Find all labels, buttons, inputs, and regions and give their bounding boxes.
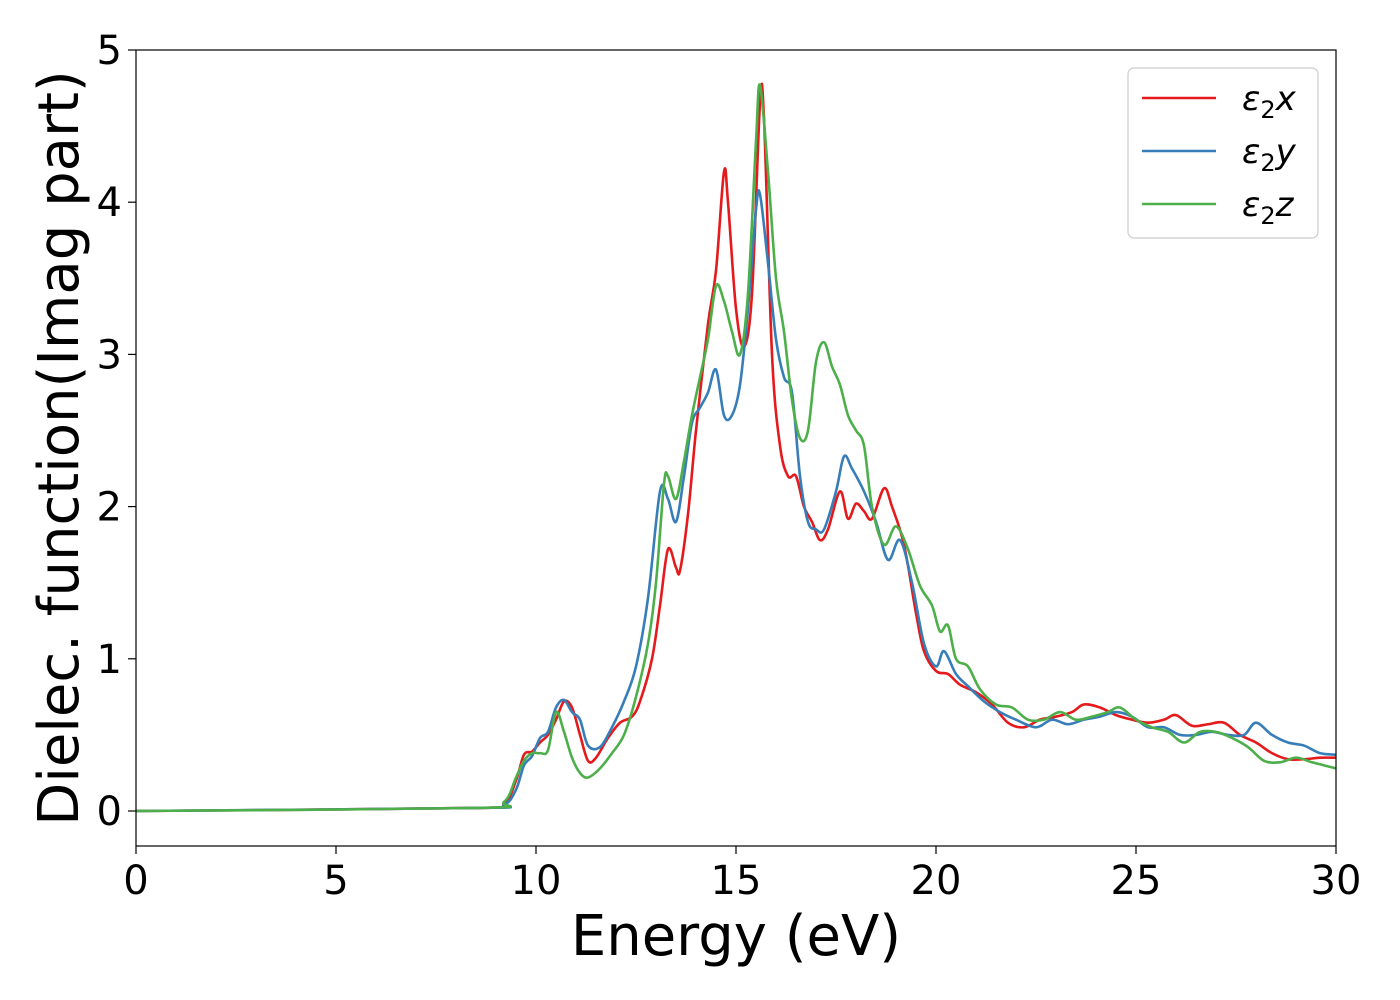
y-tick-label: 5 bbox=[97, 28, 122, 74]
legend-label-sub: 2 bbox=[1260, 149, 1275, 177]
x-tick-label: 30 bbox=[1311, 858, 1362, 904]
y-tick-label: 4 bbox=[97, 180, 122, 226]
legend-label-x: ε2x bbox=[1242, 79, 1297, 124]
legend-label-suffix: z bbox=[1275, 185, 1295, 225]
legend-label-base: ε bbox=[1242, 185, 1260, 225]
legend-label-suffix: x bbox=[1275, 79, 1297, 119]
legend-label-base: ε bbox=[1242, 132, 1260, 172]
x-tick-label: 5 bbox=[323, 858, 348, 904]
x-tick-label: 15 bbox=[711, 858, 762, 904]
x-tick-label: 0 bbox=[123, 858, 148, 904]
y-tick-label: 1 bbox=[97, 637, 122, 683]
legend-label-suffix: y bbox=[1275, 132, 1297, 172]
legend-label-y: ε2y bbox=[1242, 132, 1297, 177]
y-tick-label: 0 bbox=[97, 789, 122, 835]
legend-label-base: ε bbox=[1242, 79, 1260, 119]
x-tick-label: 20 bbox=[911, 858, 962, 904]
series-line-x bbox=[135, 82, 1337, 813]
legend-label-sub: 2 bbox=[1260, 96, 1275, 124]
x-axis-label: Energy (eV) bbox=[571, 904, 901, 969]
x-tick-label: 25 bbox=[1111, 858, 1162, 904]
x-axis-ticks: 0 5 10 15 20 25 30 bbox=[123, 846, 1361, 904]
legend-label-sub: 2 bbox=[1260, 202, 1275, 230]
y-tick-label: 2 bbox=[97, 485, 122, 531]
y-tick-label: 3 bbox=[97, 332, 122, 378]
y-axis-ticks: 0 1 2 3 4 5 bbox=[97, 28, 136, 835]
series-line-z bbox=[135, 83, 1337, 813]
legend-label-z: ε2z bbox=[1242, 185, 1295, 230]
x-tick-label: 10 bbox=[511, 858, 562, 904]
y-axis-label: Dielec. function(Imag part) bbox=[27, 70, 92, 826]
legend-box bbox=[1127, 67, 1319, 239]
series-layer bbox=[135, 82, 1337, 813]
